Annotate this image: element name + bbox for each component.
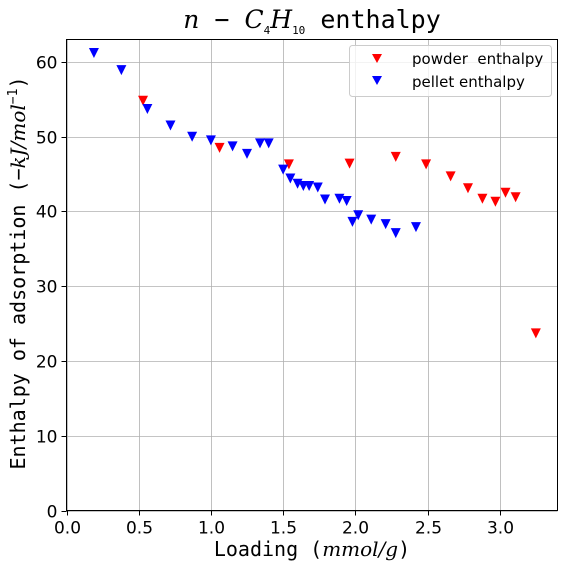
x-tick-label: 2.0 [342,519,369,539]
data-point [334,193,345,204]
data-point [214,142,225,153]
data-point [263,138,274,149]
data-point [445,171,456,182]
data-point [187,131,198,142]
data-point [380,219,391,230]
data-point [283,159,294,170]
chart-title: n − C4H10 enthalpy [183,5,441,37]
x-tick-label: 3.0 [487,519,514,539]
data-point [390,151,401,162]
data-point [285,173,296,184]
x-tick-label: 0.0 [54,519,81,539]
x-tick-label: 2.5 [415,519,442,539]
legend-marker-powder [372,54,382,63]
data-point [421,159,432,170]
data-point [341,195,352,206]
x-tick-label: 1.0 [198,519,225,539]
legend-label-powder: powder enthalpy [412,50,543,68]
y-tick-label: 20 [36,353,58,373]
y-tick-label: 60 [36,54,58,74]
data-point [366,214,377,225]
data-point [165,120,176,131]
data-point [500,187,511,198]
legend-marker-pellet [372,76,382,85]
data-point [410,222,421,233]
legend: powder enthalpy pellet enthalpy [349,45,552,97]
x-tick-label: 0.5 [126,519,153,539]
data-point [116,65,127,76]
data-point [490,196,501,207]
x-axis-title: Loading (mmol/g) [214,537,410,561]
series-0 [138,95,541,339]
y-tick-label: 40 [36,203,58,223]
data-point [390,228,401,239]
data-point [142,104,153,115]
data-point [477,193,488,204]
data-point [312,182,323,193]
y-tick-label: 30 [36,278,58,298]
y-tick-label: 50 [36,129,58,149]
data-point [347,216,358,227]
data-point [530,328,541,339]
legend-label-pellet: pellet enthalpy [412,73,525,91]
data-point [138,95,149,106]
data-point [319,194,330,205]
legend-box [349,45,552,97]
series-1 [88,47,421,239]
data-point [353,210,364,221]
x-axis-ticks: 0.0 0.5 1.0 1.5 2.0 2.5 3.0 [54,510,514,539]
data-point [510,192,521,203]
data-point [462,183,473,194]
y-axis-ticks: 0 10 20 30 40 50 60 [36,54,67,523]
data-point [344,158,355,169]
data-markers [88,47,541,339]
grid-lines [66,39,558,512]
plot-frame [66,39,558,511]
data-point [304,181,315,192]
data-point [88,47,99,58]
y-axis-title: Enthalpy of adsorption (−kJ/mol−1) [6,76,30,469]
x-tick-label: 1.5 [270,519,297,539]
data-point [227,141,238,152]
data-point [242,148,253,159]
data-point [205,135,216,146]
y-tick-label: 0 [47,503,58,523]
y-tick-label: 10 [36,428,58,448]
data-point [255,138,266,149]
data-point [278,164,289,175]
